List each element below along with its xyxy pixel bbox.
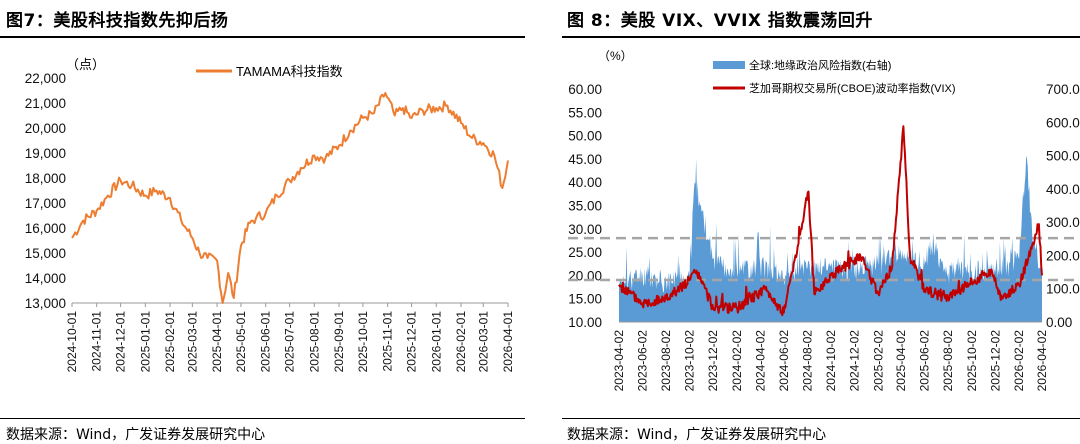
right-left-y-tick-label: 50.00 <box>568 129 602 144</box>
right-x-tick-label: 2024-10-02 <box>824 330 838 392</box>
left-x-tick-label: 2024-12-01 <box>114 311 128 373</box>
right-left-y-tick-label: 45.00 <box>568 152 602 167</box>
right-x-tick-label: 2026-02-02 <box>1012 330 1026 392</box>
right-right-y-tick-label: 500.0 <box>1046 149 1080 164</box>
right-right-y-tick-label: 300.0 <box>1046 215 1080 230</box>
right-left-y-tick-label: 15.00 <box>568 292 602 307</box>
left-x-tick-label: 2026-01-01 <box>429 311 443 373</box>
right-right-y-tick-label: 600.0 <box>1046 115 1080 130</box>
right-right-y-tick-label: 700.0 <box>1046 82 1080 97</box>
right-x-tick-label: 2023-04-02 <box>612 330 626 392</box>
left-x-tick-label: 2025-11-01 <box>381 311 395 372</box>
right-right-y-tick-label: 200.0 <box>1046 248 1080 263</box>
left-x-tick-label: 2026-04-01 <box>501 311 515 373</box>
right-x-tick-label: 2024-06-02 <box>777 330 791 392</box>
right-left-y-tick-label: 60.00 <box>568 82 602 97</box>
right-x-tick-label: 2023-08-02 <box>659 330 673 392</box>
right-left-y-tick-label: 35.00 <box>568 199 602 214</box>
left-x-tick-label: 2025-05-01 <box>234 311 248 373</box>
right-x-tick-label: 2026-04-02 <box>1035 330 1049 392</box>
left-y-tick-label: 16,000 <box>25 221 66 236</box>
right-legend-swatch-gpr <box>713 61 745 69</box>
left-x-tick-label: 2025-10-01 <box>356 311 370 373</box>
left-x-tick-label: 2026-02-01 <box>454 311 468 373</box>
left-chart-title: 图7：美股科技指数先抑后扬 <box>6 11 229 31</box>
right-x-tick-label: 2025-06-02 <box>918 330 932 392</box>
left-y-tick-label: 13,000 <box>25 296 66 311</box>
right-x-tick-label: 2024-02-02 <box>730 330 744 392</box>
right-legend-label-gpr: 全球:地缘政治风险指数(右轴) <box>749 58 891 72</box>
left-source-rule <box>0 418 525 419</box>
right-x-tick-label: 2025-02-02 <box>871 330 885 392</box>
left-x-tick-label: 2024-10-01 <box>65 311 79 373</box>
right-unit-label: （%） <box>598 49 633 63</box>
left-x-tick-label: 2025-01-01 <box>138 311 152 373</box>
left-x-tick-label: 2025-09-01 <box>332 311 346 373</box>
left-y-tick-label: 20,000 <box>25 121 66 136</box>
left-x-tick-label: 2025-04-01 <box>210 311 224 373</box>
left-x-tick-label: 2026-03-01 <box>476 311 490 373</box>
right-left-y-tick-label: 40.00 <box>568 175 602 190</box>
left-source-note: 数据来源：Wind，广发证券发展研究中心 <box>6 427 266 443</box>
right-x-tick-label: 2025-08-02 <box>941 330 955 392</box>
left-y-tick-label: 17,000 <box>25 196 66 211</box>
left-x-tick-label: 2024-11-01 <box>90 311 104 372</box>
left-y-tick-label: 19,000 <box>25 146 66 161</box>
left-x-tick-label: 2025-06-01 <box>259 311 273 373</box>
right-chart-title: 图 8：美股 VIX、VVIX 指数震荡回升 <box>567 11 873 31</box>
right-source-note: 数据来源：Wind，广发证券发展研究中心 <box>567 427 827 443</box>
left-y-tick-label: 14,000 <box>25 271 66 286</box>
right-vix-line <box>618 125 1043 317</box>
right-x-tick-label: 2025-04-02 <box>894 330 908 392</box>
right-right-y-tick-label: 0.00 <box>1046 315 1072 330</box>
right-left-y-tick-label: 30.00 <box>568 222 602 237</box>
right-right-y-tick-label: 400.0 <box>1046 182 1080 197</box>
right-x-tick-label: 2025-10-02 <box>965 330 979 392</box>
left-x-tick-label: 2025-07-01 <box>283 311 297 373</box>
left-x-tick-label: 2025-12-01 <box>405 311 419 373</box>
right-title-rule <box>562 36 1080 38</box>
right-x-tick-label: 2024-04-02 <box>753 330 767 392</box>
left-y-tick-label: 18,000 <box>25 171 66 186</box>
left-x-tick-label: 2025-02-01 <box>163 311 177 373</box>
right-x-tick-label: 2024-12-02 <box>847 330 861 392</box>
right-x-tick-label: 2023-10-02 <box>683 330 697 392</box>
left-title-rule <box>0 36 525 38</box>
right-x-tick-label: 2025-12-02 <box>988 330 1002 392</box>
right-legend-label-vix: 芝加哥期权交易所(CBOE)波动率指数(VIX) <box>749 81 956 95</box>
left-series-line <box>71 92 509 304</box>
right-x-tick-label: 2023-12-02 <box>706 330 720 392</box>
left-legend-label: TAMAMA科技指数 <box>236 64 343 79</box>
right-left-y-tick-label: 55.00 <box>568 105 602 120</box>
right-source-rule <box>562 418 1080 419</box>
left-y-tick-label: 21,000 <box>25 96 66 111</box>
right-left-y-tick-label: 25.00 <box>568 245 602 260</box>
right-x-tick-label: 2023-06-02 <box>636 330 650 392</box>
right-x-tick-label: 2024-08-02 <box>800 330 814 392</box>
left-unit-label: （点） <box>66 57 105 72</box>
right-right-y-tick-label: 100.0 <box>1046 282 1080 297</box>
right-left-y-tick-label: 10.00 <box>568 315 602 330</box>
left-x-tick-label: 2025-08-01 <box>307 311 321 373</box>
left-x-tick-label: 2025-03-01 <box>185 311 199 373</box>
left-y-tick-label: 22,000 <box>25 71 66 86</box>
left-y-tick-label: 15,000 <box>25 246 66 261</box>
